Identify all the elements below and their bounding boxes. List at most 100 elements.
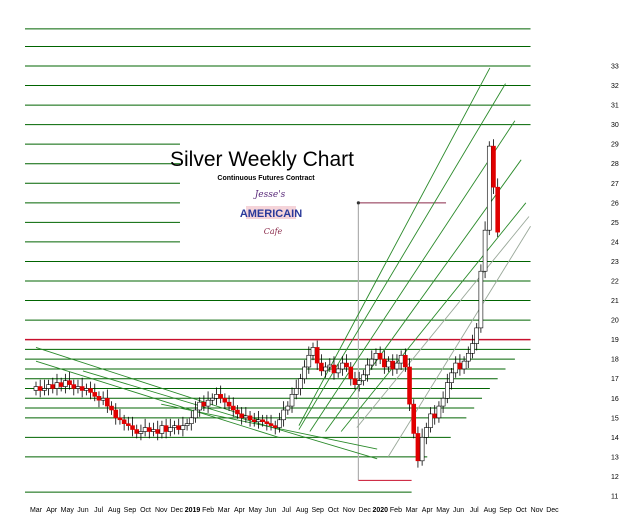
candle-body-97 bbox=[440, 397, 446, 407]
x-tick-label: Sep bbox=[311, 507, 324, 514]
candle-body-104 bbox=[470, 343, 475, 354]
candle-body-9 bbox=[71, 384, 77, 389]
x-tick-label: Jun bbox=[77, 507, 88, 514]
candle-body-41 bbox=[205, 399, 211, 407]
candle-body-3 bbox=[46, 384, 51, 389]
x-tick-label: Dec bbox=[171, 507, 184, 514]
candle-body-76 bbox=[352, 378, 358, 385]
x-tick-label: Jul bbox=[282, 507, 291, 514]
candle-body-6 bbox=[58, 382, 64, 387]
candle-body-55 bbox=[264, 421, 270, 424]
y-tick-label: 17 bbox=[611, 376, 619, 383]
candle-body-5 bbox=[54, 382, 60, 389]
y-tick-label: 31 bbox=[611, 103, 619, 110]
channel-up-4 bbox=[340, 202, 527, 432]
candle-body-4 bbox=[50, 384, 56, 389]
channels-layer bbox=[35, 67, 531, 460]
x-tick-label: Aug bbox=[296, 507, 309, 514]
y-tick-label: 22 bbox=[611, 279, 619, 286]
x-tick-label: Apr bbox=[46, 507, 58, 514]
candle-body-0 bbox=[33, 386, 39, 391]
y-tick-label: 32 bbox=[611, 83, 619, 90]
candle-body-94 bbox=[428, 413, 433, 428]
candle-body-107 bbox=[482, 229, 488, 272]
candle-body-53 bbox=[256, 419, 261, 423]
candles-layer bbox=[33, 139, 500, 468]
x-tick-label: May bbox=[61, 507, 75, 514]
candle-body-22 bbox=[126, 423, 131, 426]
x-tick-label: Sep bbox=[124, 507, 137, 514]
x-tick-label: Sep bbox=[499, 507, 512, 514]
candle-body-75 bbox=[348, 366, 354, 380]
candle-body-48 bbox=[235, 409, 240, 415]
candle-body-23 bbox=[130, 425, 135, 430]
candle-body-14 bbox=[92, 392, 98, 397]
candle-body-67 bbox=[314, 347, 320, 364]
x-tick-label: May bbox=[436, 507, 450, 514]
x-tick-label: Apr bbox=[234, 507, 246, 514]
candle-body-44 bbox=[218, 394, 223, 399]
candle-body-8 bbox=[67, 380, 72, 385]
candle-body-37 bbox=[188, 417, 194, 424]
logo-line-1: Jesse's bbox=[253, 190, 286, 200]
y-tick-label: 19 bbox=[611, 337, 619, 344]
candle-body-52 bbox=[251, 419, 257, 423]
candle-body-17 bbox=[105, 397, 110, 407]
candle-body-103 bbox=[465, 353, 471, 362]
candle-body-40 bbox=[201, 401, 207, 407]
candle-body-20 bbox=[117, 417, 123, 421]
y-tick-label: 11 bbox=[611, 494, 618, 501]
y-tick-label: 30 bbox=[611, 122, 619, 129]
candle-body-19 bbox=[113, 409, 119, 419]
candle-body-84 bbox=[386, 360, 391, 368]
candle-body-80 bbox=[369, 358, 375, 366]
candle-body-90 bbox=[411, 403, 417, 434]
y-tick-label: 13 bbox=[611, 454, 619, 461]
candle-body-70 bbox=[327, 364, 333, 368]
candle-body-59 bbox=[281, 409, 286, 421]
chart-title: Silver Weekly Chart bbox=[170, 148, 354, 171]
candle-body-31 bbox=[163, 425, 169, 432]
x-tick-label: Dec bbox=[546, 507, 559, 514]
candle-body-56 bbox=[268, 423, 274, 426]
candle-body-72 bbox=[335, 368, 341, 374]
candle-body-42 bbox=[209, 397, 215, 401]
candle-body-25 bbox=[138, 431, 144, 434]
x-tick-label: Nov bbox=[155, 507, 168, 514]
candle-body-109 bbox=[491, 145, 496, 188]
y-tick-label: 26 bbox=[611, 200, 619, 207]
candle-body-82 bbox=[377, 353, 383, 360]
y-tick-label: 29 bbox=[611, 142, 619, 149]
candle-body-87 bbox=[398, 354, 404, 364]
candle-body-7 bbox=[63, 380, 68, 387]
x-tick-label: Mar bbox=[406, 507, 419, 514]
candle-body-58 bbox=[277, 419, 282, 428]
candle-body-71 bbox=[331, 364, 337, 374]
candle-body-21 bbox=[121, 419, 127, 424]
y-tick-label: 20 bbox=[611, 318, 619, 325]
y-tick-label: 12 bbox=[611, 474, 619, 481]
candle-body-45 bbox=[222, 397, 228, 403]
channel-down-0 bbox=[35, 347, 271, 425]
y-tick-label: 15 bbox=[611, 415, 619, 422]
candle-body-33 bbox=[172, 425, 177, 428]
candle-body-78 bbox=[361, 374, 366, 381]
candle-body-98 bbox=[445, 382, 450, 399]
y-tick-label: 14 bbox=[611, 435, 619, 442]
y-tick-label: 21 bbox=[611, 298, 619, 305]
y-tick-label: 33 bbox=[611, 64, 619, 71]
candle-body-39 bbox=[197, 401, 202, 411]
candle-body-85 bbox=[390, 360, 396, 370]
candle-body-64 bbox=[302, 366, 307, 380]
candle-body-29 bbox=[155, 429, 161, 434]
y-tick-label: 27 bbox=[611, 181, 619, 188]
y-tick-label: 23 bbox=[611, 259, 619, 266]
candle-body-13 bbox=[88, 388, 93, 393]
candle-body-106 bbox=[478, 270, 484, 329]
candle-body-50 bbox=[243, 415, 249, 419]
logo-line-2: AMERICAIN bbox=[240, 208, 302, 220]
x-tick-label: Feb bbox=[390, 507, 402, 514]
candle-body-28 bbox=[151, 429, 156, 432]
candle-body-57 bbox=[272, 425, 278, 428]
x-tick-label: Aug bbox=[108, 507, 121, 514]
